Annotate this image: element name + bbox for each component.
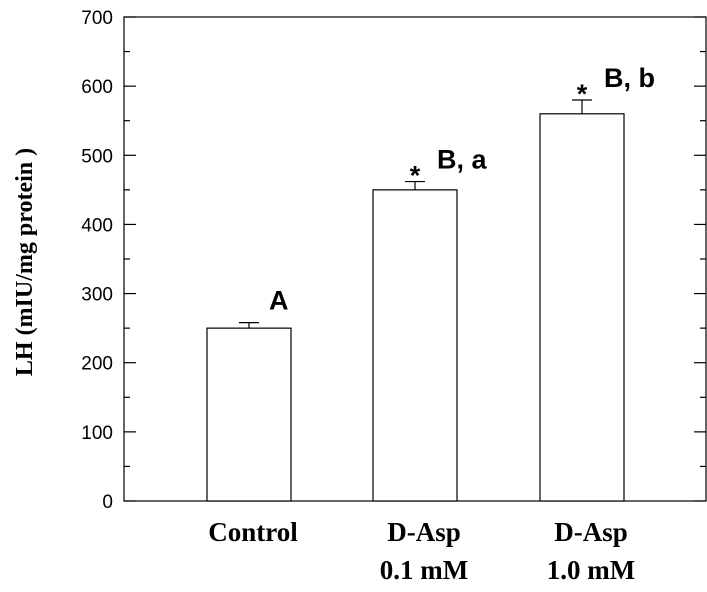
x-category-label: D-Asp [387,517,461,547]
y-axis-label: LH (mIU/mg protein ) [12,148,38,376]
x-category-label: 1.0 mM [547,555,635,585]
y-tick-label: 400 [81,215,113,236]
y-tick-label: 200 [81,354,113,375]
significance-star: * [577,79,588,109]
y-tick-label: 700 [81,8,113,29]
x-axis-labels: Control D-Asp 0.1 mM D-Asp 1.0 mM [208,517,635,585]
x-category-label: D-Asp [554,517,628,547]
x-category-label: 0.1 mM [380,555,468,585]
bar [373,190,457,501]
significance-star: * [410,161,421,191]
group-letter-label: B, b [604,63,655,93]
group-letter-label: B, a [437,145,488,175]
y-tick-label: 600 [81,77,113,98]
group-letter-label: A [269,286,289,316]
y-tick-label: 0 [102,492,113,513]
bar [207,328,291,501]
x-category-label: Control [208,517,298,547]
y-tick-label: 500 [81,146,113,167]
y-tick-label: 300 [81,285,113,306]
bar [540,114,624,501]
y-tick-label: 100 [81,423,113,444]
